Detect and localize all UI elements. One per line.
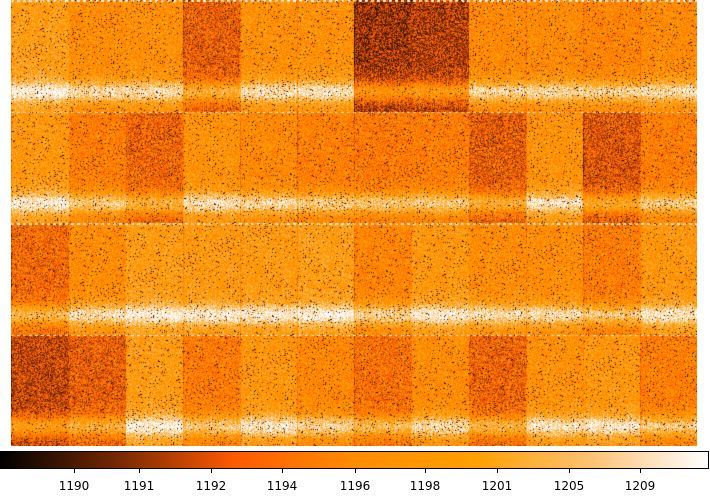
colorbar-tick bbox=[355, 469, 356, 473]
colorbar-tick bbox=[282, 469, 283, 473]
mosaic-image[interactable] bbox=[11, 0, 697, 446]
colorbar-tick bbox=[211, 469, 212, 473]
colorbar-tick-label: 1192 bbox=[195, 479, 227, 493]
colorbar-gradient[interactable] bbox=[0, 451, 709, 469]
colorbar-tick bbox=[497, 469, 498, 473]
colorbar-tick-label: 1201 bbox=[481, 479, 513, 493]
colorbar-tick bbox=[640, 469, 641, 473]
colorbar-tick bbox=[569, 469, 570, 473]
colorbar-tick-label: 1191 bbox=[123, 479, 155, 493]
colorbar-tick-label: 1205 bbox=[553, 479, 585, 493]
colorbar-tick bbox=[425, 469, 426, 473]
colorbar-tick-label: 1190 bbox=[58, 479, 90, 493]
colorbar-tick-label: 1196 bbox=[339, 479, 371, 493]
colorbar-tick bbox=[74, 469, 75, 473]
colorbar-tick-label: 1194 bbox=[266, 479, 298, 493]
colorbar-tick bbox=[139, 469, 140, 473]
colorbar-tick-label: 1198 bbox=[409, 479, 441, 493]
colorbar[interactable]: 1190 1191 1192 1194 1196 1198 1201 1205 1209 bbox=[0, 451, 710, 496]
colorbar-tick-label: 1209 bbox=[624, 479, 656, 493]
